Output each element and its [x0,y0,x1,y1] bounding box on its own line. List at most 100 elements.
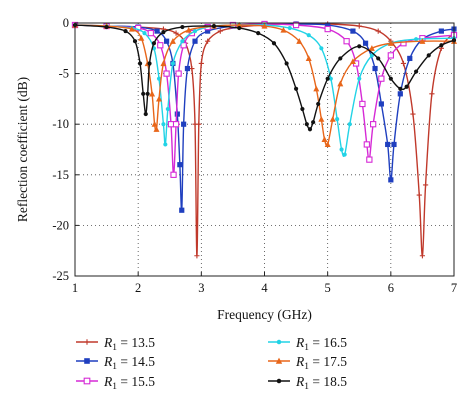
legend-marker [276,378,282,384]
data-point [156,95,163,102]
data-point [397,91,403,97]
x-tick-label: 7 [451,281,457,295]
data-point [422,182,429,188]
data-point [138,34,145,41]
y-tick-label: -5 [59,67,69,81]
data-point [426,53,431,58]
x-tick-label: 4 [261,281,268,295]
legend-marker [275,357,283,364]
data-point [311,120,316,125]
data-point [192,38,198,44]
data-point [135,24,142,32]
data-point [271,41,277,46]
y-tick-label: 0 [63,16,69,30]
legend-item: R1 = 15.5 [76,374,155,392]
data-point [180,39,185,44]
data-point [357,76,362,81]
data-point [410,111,416,117]
data-point [192,29,198,34]
legend-item: R1 = 13.5 [76,335,155,353]
data-point [316,101,321,107]
data-point [357,44,362,49]
data-point [419,253,426,259]
data-point [414,37,419,42]
data-point [151,121,158,127]
data-point [429,91,435,97]
data-point [189,65,195,72]
plot-frame [74,22,455,277]
data-point [378,101,384,107]
data-point [185,26,192,33]
legend-label: R1 = 15.5 [103,374,155,392]
data-point [284,61,289,66]
data-point [400,60,407,67]
plot-series [71,20,458,259]
data-point [147,29,154,37]
data-point [198,60,204,67]
y-tick-label: -10 [52,117,69,131]
data-point [338,56,343,61]
data-point [439,43,444,48]
data-point [305,55,312,62]
data-point [196,121,202,127]
series-r1-14-5 [72,21,457,213]
data-point [438,28,444,34]
y-tick-label: -15 [52,168,69,182]
data-point [181,121,187,127]
data-point [349,58,356,65]
data-point [388,177,394,183]
data-point [205,38,211,44]
data-point [167,121,175,128]
data-point [414,69,419,74]
data-point [307,127,313,132]
data-point [161,122,166,127]
data-point [177,162,183,168]
data-point [324,25,331,33]
data-point [163,38,170,44]
data-point [325,76,330,81]
data-point [205,28,211,34]
data-point [356,23,362,29]
data-point [339,147,344,152]
legend-label: R1 = 17.5 [295,354,347,372]
data-point [294,86,299,91]
data-point [175,70,182,77]
data-point [328,76,333,81]
data-point [313,85,320,92]
data-point [157,42,164,49]
data-point [169,38,176,44]
data-point [366,156,373,163]
data-point [407,55,413,62]
data-point [325,22,331,28]
x-tick-label: 5 [325,281,331,295]
data-point [172,121,180,128]
data-point [378,75,385,82]
data-point [387,52,394,59]
data-point [173,30,179,36]
legend-item: R1 = 17.5 [268,354,347,372]
data-point [362,40,369,46]
data-point [236,21,243,28]
data-point [385,141,391,148]
data-point [104,24,109,30]
x-axis-title: Frequency (GHz) [217,307,312,322]
x-tick-label: 2 [135,281,141,295]
data-point [145,91,150,96]
data-point [369,53,374,58]
data-point [292,21,300,29]
data-point [319,46,324,51]
legend-item: R1 = 18.5 [268,374,347,392]
data-point [329,115,336,122]
data-point [180,42,187,49]
data-point [156,76,162,81]
data-point [324,141,331,148]
series-line [74,24,455,157]
data-point [375,28,381,34]
data-point [137,61,143,66]
data-point [261,22,268,29]
data-point [391,141,397,148]
grid [75,23,454,276]
legend-marker [276,339,282,345]
legend-marker [84,339,90,345]
